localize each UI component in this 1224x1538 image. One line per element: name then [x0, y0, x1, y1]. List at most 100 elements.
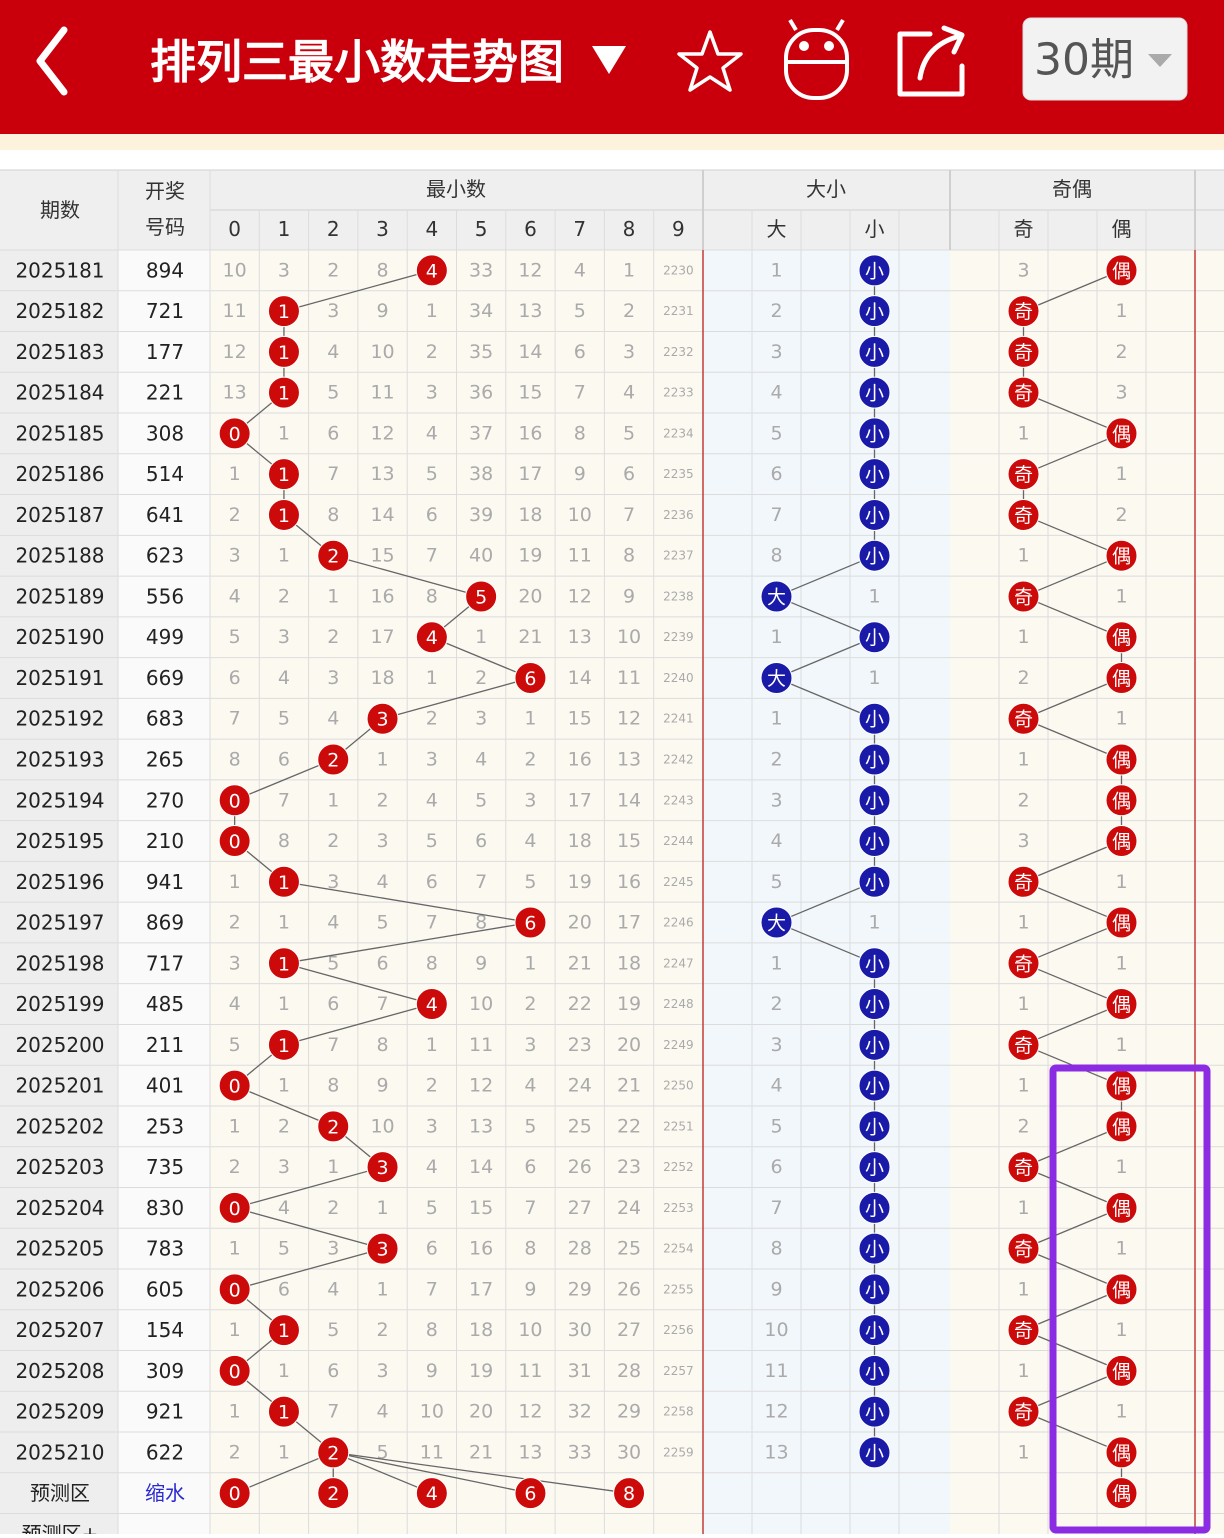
miss-count: 17: [370, 626, 394, 648]
miss-count: 3: [229, 952, 241, 974]
size-ball-text: 小: [865, 831, 884, 853]
miss-count: 1: [278, 993, 290, 1015]
parity-miss: 2: [1017, 667, 1029, 689]
miss-count: 2: [377, 789, 389, 811]
miss-count: 1: [278, 545, 290, 567]
title-dropdown[interactable]: [592, 46, 626, 74]
parity-miss: 2: [1115, 341, 1127, 363]
parity-trend-line: [1023, 1003, 1122, 1046]
min-ball: [218, 1191, 251, 1224]
parity-miss: 1: [1017, 1075, 1029, 1097]
size-ball-text: 小: [865, 1239, 884, 1261]
parity-ball-text: 奇: [1014, 872, 1033, 894]
prediction-line: [234, 1451, 334, 1494]
back-button[interactable]: [36, 26, 68, 96]
miss-count: 3: [278, 1156, 290, 1178]
min-ball-text: 2: [327, 1442, 339, 1464]
group-header: 最小数: [426, 177, 486, 201]
miss-count: 5: [426, 463, 438, 485]
size-ball: [858, 254, 891, 287]
period-header: 期数: [40, 198, 80, 222]
miss-count: 8: [524, 1238, 536, 1260]
miss-count: 4: [327, 708, 339, 730]
miss-count: 16: [568, 749, 592, 771]
size-miss: 3: [770, 1034, 782, 1056]
size-ball: [858, 1436, 891, 1469]
size-ball-text: 小: [865, 423, 884, 445]
draw-number: 869: [146, 911, 184, 935]
miss-count: 9: [475, 952, 487, 974]
parity-ball: [1105, 621, 1138, 654]
miss-count: 1: [278, 422, 290, 444]
miss-count: 4: [278, 667, 290, 689]
miss-count: 15: [518, 382, 542, 404]
parity-ball: [1007, 1232, 1040, 1265]
miss-count: 18: [568, 830, 592, 852]
miss-count: 7: [327, 463, 339, 485]
miss-count: 6: [278, 1278, 290, 1300]
number-header: 开奖: [145, 179, 185, 203]
size-ball-text: 小: [865, 1076, 884, 1098]
miss-count: 4: [623, 382, 635, 404]
parity-ball: [1007, 458, 1040, 491]
period: 2025207: [15, 1318, 104, 1342]
parity-ball: [1105, 661, 1138, 694]
miss-count: 1: [327, 1156, 339, 1178]
min-ball-text: 1: [278, 301, 290, 323]
share-icon[interactable]: [897, 25, 965, 97]
miss-count: 7: [524, 1197, 536, 1219]
miss-count: 16: [469, 1238, 493, 1260]
miss-count: 34: [469, 300, 493, 322]
miss-count: 6: [426, 1238, 438, 1260]
parity-ball-text: 奇: [1014, 1320, 1033, 1342]
miss-count: 15: [617, 830, 641, 852]
period-select[interactable]: [1022, 17, 1188, 101]
parity-ball: [1007, 702, 1040, 735]
size-ball-text: 小: [865, 872, 884, 894]
miss-count: 14: [617, 789, 641, 811]
min-ball: [218, 1069, 251, 1102]
miss-count: 24: [568, 1075, 592, 1097]
parity-miss: 1: [1017, 912, 1029, 934]
miss-count: 2239: [663, 630, 694, 644]
miss-count: 28: [617, 1360, 641, 1382]
miss-count: 12: [617, 708, 641, 730]
min-trend-line: [283, 1003, 433, 1046]
miss-count: 2246: [663, 916, 694, 930]
miss-count: 38: [469, 463, 493, 485]
miss-count: 4: [426, 422, 438, 444]
parity-trend-line: [1023, 1248, 1122, 1290]
size-ball-text: 大: [767, 668, 786, 690]
period: 2025200: [15, 1033, 104, 1057]
min-ball-text: 1: [278, 1035, 290, 1057]
title: 排列三最小数走势图: [150, 35, 564, 89]
period-select-label: 30期: [1034, 35, 1134, 86]
size-ball: [858, 702, 891, 735]
miss-count: 4: [327, 341, 339, 363]
miss-count: 13: [370, 463, 394, 485]
miss-count: 7: [574, 382, 586, 404]
miss-count: 10: [223, 259, 247, 281]
parity-miss: 1: [1115, 708, 1127, 730]
parity-ball: [1007, 1314, 1040, 1347]
miss-count: 10: [568, 504, 592, 526]
draw-number: 485: [146, 992, 184, 1016]
miss-count: 8: [327, 1075, 339, 1097]
miss-count: 8: [377, 1034, 389, 1056]
parity-miss: 3: [1017, 259, 1029, 281]
favorite-icon[interactable]: [677, 30, 743, 92]
min-ball: [465, 580, 498, 613]
size-miss: 12: [764, 1401, 788, 1423]
robot-icon[interactable]: [784, 18, 849, 100]
miss-count: 1: [475, 626, 487, 648]
size-ball-text: 小: [865, 301, 884, 323]
miss-count: 3: [426, 382, 438, 404]
trend-table: 期数开奖号码最小数 大小 奇偶0 1 2 3 4 5 6 7 8 9 大小奇偶2025181 894 10 3…: [0, 169, 1224, 1538]
size-miss: 11: [764, 1360, 788, 1382]
size-trend-line: [776, 636, 875, 679]
miss-count: 21: [617, 1075, 641, 1097]
parity-miss: 1: [1115, 463, 1127, 485]
miss-count: 2: [327, 259, 339, 281]
miss-count: 2233: [663, 386, 694, 400]
miss-count: 8: [327, 504, 339, 526]
